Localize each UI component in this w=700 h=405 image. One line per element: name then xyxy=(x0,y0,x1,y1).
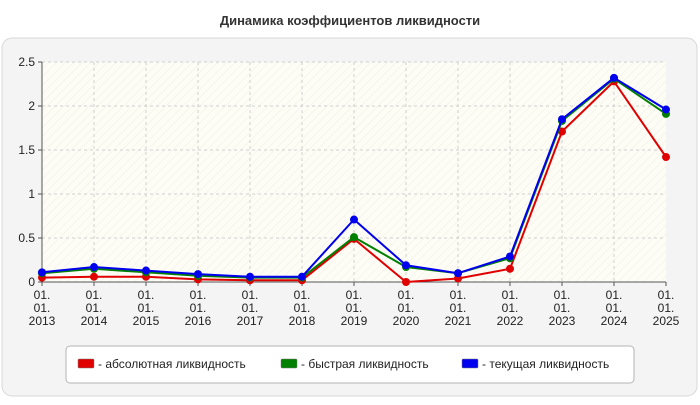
x-tick-label-line: 01. xyxy=(346,301,363,315)
legend-label: - текущая ликвидность xyxy=(482,357,609,371)
data-point xyxy=(38,268,46,277)
legend-label: - абсолютная ликвидность xyxy=(98,357,246,371)
data-point xyxy=(142,266,150,275)
x-tick-label-line: 01. xyxy=(606,288,623,302)
legend: - абсолютная ликвидность - быстрая ликвид… xyxy=(65,345,635,384)
grid xyxy=(42,61,666,282)
legend-box xyxy=(65,345,635,384)
x-tick-label-line: 2023 xyxy=(549,314,576,328)
y-tick-label: 0 xyxy=(28,275,35,289)
x-tick-label-line: 2019 xyxy=(341,314,368,328)
x-tick-label: 01. 01. 2017 xyxy=(237,288,264,328)
x-tick-label-line: 2018 xyxy=(289,314,316,328)
x-tick-label-line: 01. xyxy=(294,288,311,302)
data-point xyxy=(90,263,98,272)
x-tick-label-line: 01. xyxy=(346,288,363,302)
legend-swatch xyxy=(77,358,95,369)
x-tick-label-line: 01. xyxy=(190,288,207,302)
data-point xyxy=(298,272,306,281)
x-tick-label-line: 01. xyxy=(658,288,675,302)
x-tick-label-line: 01. xyxy=(398,301,415,315)
x-tick-label: 01. 01. 2025 xyxy=(653,288,680,328)
x-tick-label: 01. 01. 2024 xyxy=(601,288,628,328)
data-point xyxy=(194,270,202,279)
x-tick-label: 01. 01. 2014 xyxy=(81,288,108,328)
x-tick-label: 01. 01. 2015 xyxy=(133,288,160,328)
data-point xyxy=(454,269,462,278)
series xyxy=(38,73,670,286)
data-point xyxy=(662,105,670,114)
x-tick-label: 01. 01. 2022 xyxy=(497,288,524,328)
x-tick-label-line: 01. xyxy=(398,288,415,302)
x-tick-label-line: 2020 xyxy=(393,314,420,328)
legend-label: - быстрая ликвидность xyxy=(301,357,429,371)
x-tick-label-line: 01. xyxy=(450,288,467,302)
data-point xyxy=(558,115,566,124)
x-tick-label-line: 2024 xyxy=(601,314,628,328)
x-tick-label-line: 2016 xyxy=(185,314,212,328)
x-tick-label-line: 2022 xyxy=(497,314,524,328)
data-point xyxy=(350,215,358,224)
x-tick-label-line: 2014 xyxy=(81,314,108,328)
x-tick-label: 01. 01. 2016 xyxy=(185,288,212,328)
x-tick-label-line: 01. xyxy=(138,301,155,315)
y-tick-label: 2.5 xyxy=(18,55,35,69)
x-tick-label: 01. 01. 2020 xyxy=(393,288,420,328)
data-point xyxy=(506,252,514,261)
x-tick-label-line: 01. xyxy=(86,288,103,302)
x-tick-label-line: 2017 xyxy=(237,314,264,328)
series-3 xyxy=(38,73,670,281)
data-point xyxy=(610,73,618,82)
x-tick-label-line: 01. xyxy=(658,301,675,315)
x-tick-label-line: 01. xyxy=(554,288,571,302)
x-tick-label-line: 01. xyxy=(34,288,51,302)
x-tick-label: 01. 01. 2018 xyxy=(289,288,316,328)
x-tick-label-line: 01. xyxy=(86,301,103,315)
x-tick-label-line: 2015 xyxy=(133,314,160,328)
chart-title: Динамика коэффициентов ликвидности xyxy=(220,13,480,28)
x-tick-label-line: 2021 xyxy=(445,314,472,328)
x-tick-label-line: 01. xyxy=(502,288,519,302)
x-tick-label-line: 01. xyxy=(606,301,623,315)
legend-swatch xyxy=(280,358,298,369)
x-tick-label-line: 01. xyxy=(242,288,259,302)
x-tick-label: 01. 01. 2021 xyxy=(445,288,472,328)
x-tick-label: 01. 01. 2013 xyxy=(29,288,56,328)
x-tick-label-line: 01. xyxy=(242,301,259,315)
data-point xyxy=(506,264,514,273)
data-point xyxy=(350,233,358,242)
data-point xyxy=(246,272,254,281)
x-tick-label: 01. 01. 2019 xyxy=(341,288,368,328)
y-tick-label: 0.5 xyxy=(18,231,35,245)
x-tick-label-line: 01. xyxy=(34,301,51,315)
data-point xyxy=(90,272,98,281)
x-tick-label-line: 01. xyxy=(554,301,571,315)
data-point xyxy=(402,278,410,286)
x-tick-label: 01. 01. 2023 xyxy=(549,288,576,328)
x-tick-label-line: 01. xyxy=(190,301,207,315)
x-tick-label-line: 01. xyxy=(138,288,155,302)
x-tick-label-line: 2025 xyxy=(653,314,680,328)
legend-swatch xyxy=(461,358,479,369)
x-tick-label-line: 2013 xyxy=(29,314,56,328)
data-point xyxy=(402,261,410,270)
y-tick-label: 1 xyxy=(28,187,35,201)
x-tick-label-line: 01. xyxy=(294,301,311,315)
x-tick-label-line: 01. xyxy=(450,301,467,315)
x-tick-label-line: 01. xyxy=(502,301,519,315)
y-tick-label: 1.5 xyxy=(18,143,35,157)
data-point xyxy=(662,153,670,162)
y-tick-label: 2 xyxy=(28,99,35,113)
